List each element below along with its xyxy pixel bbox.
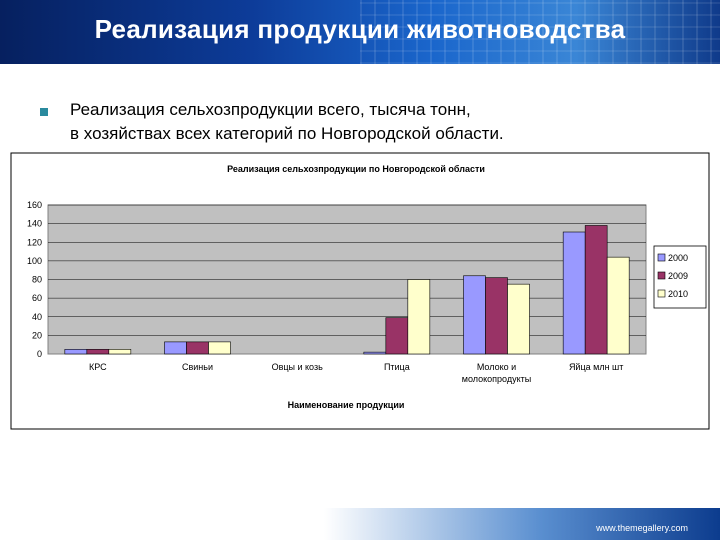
bar-2010	[606, 256, 630, 355]
legend-label-2010: 2010	[668, 289, 688, 299]
subtitle-line-2: в хозяйствах всех категорий по Новгородс…	[70, 124, 504, 143]
y-tick-label: 80	[32, 275, 42, 285]
x-category-label: молокопродукты	[462, 374, 531, 384]
legend-swatch-2000	[657, 253, 666, 262]
x-axis-title: Наименование продукции	[288, 400, 405, 410]
legend-swatch-2009	[657, 271, 666, 280]
legend-label-2000: 2000	[668, 253, 688, 263]
bar-2010	[208, 341, 231, 355]
chart-title: Реализация сельхозпродукции по Новгородс…	[227, 164, 485, 174]
y-tick-label: 100	[27, 256, 42, 266]
x-category-label: Птица	[384, 362, 410, 372]
y-tick-label: 20	[32, 330, 42, 340]
x-category-label: Овцы и козь	[272, 362, 324, 372]
bar-2000	[562, 231, 586, 355]
y-tick-label: 40	[32, 312, 42, 322]
x-category-label: Яйца млн шт	[569, 362, 623, 372]
bar-2009	[584, 225, 608, 355]
bar-2009	[86, 349, 110, 355]
y-tick-label: 120	[27, 237, 42, 247]
bar-2009	[485, 277, 508, 355]
subtitle-line-1: Реализация сельхозпродукции всего, тысяч…	[70, 100, 471, 119]
bar-2010	[407, 279, 431, 355]
header-banner	[0, 0, 720, 64]
bullet-icon	[40, 108, 48, 116]
y-tick-label: 160	[27, 200, 42, 210]
y-tick-label: 60	[32, 293, 42, 303]
footer-url: www.themegallery.com	[596, 523, 688, 533]
y-tick-label: 140	[27, 219, 42, 229]
bar-2010	[108, 349, 132, 355]
bar-chart: 0 20 40 60 80 100 120 140 160 Реализация сельхозп…	[10, 152, 710, 430]
footer-bar	[0, 508, 720, 540]
legend-label-2009: 2009	[668, 271, 688, 281]
bar-2010	[507, 283, 530, 355]
bar-2000	[64, 349, 88, 355]
bar-2009	[186, 341, 209, 355]
x-category-label: Свиньи	[182, 362, 213, 372]
page-title: Реализация продукции животноводства	[94, 14, 626, 44]
bar-2000	[463, 275, 486, 355]
banner-grid-decoration	[360, 0, 720, 64]
bar-2009	[385, 317, 409, 355]
bar-2000	[363, 351, 387, 355]
x-category-label: КРС	[89, 362, 107, 372]
legend-swatch-2010	[657, 289, 666, 298]
x-category-label: Молоко и	[477, 362, 516, 372]
bar-2000	[164, 341, 187, 355]
y-tick-label: 0	[37, 349, 42, 359]
